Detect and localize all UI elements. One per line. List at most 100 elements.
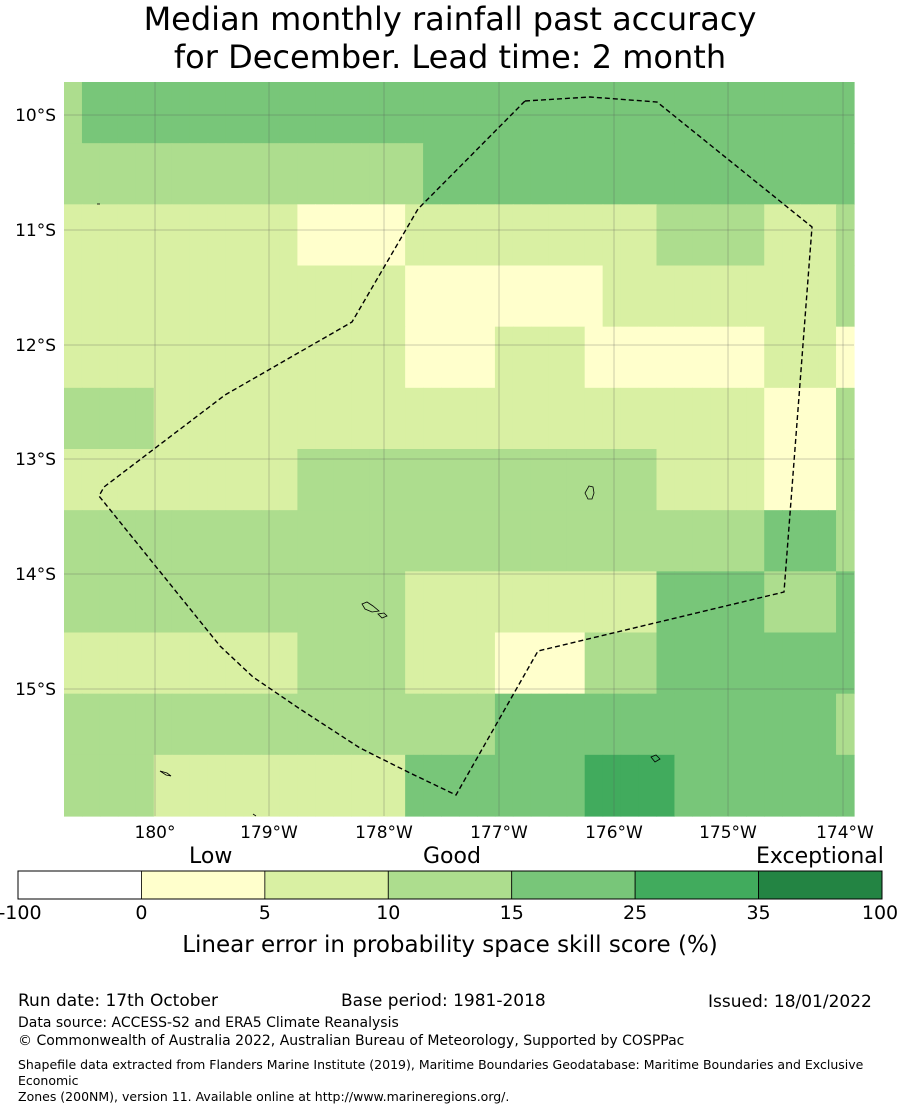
- grid-cell: [530, 204, 550, 267]
- grid-cell: [638, 571, 658, 634]
- grid-cell: [243, 571, 263, 634]
- grid-cell: [261, 449, 281, 511]
- grid-cell: [584, 510, 604, 572]
- grid-cell: [171, 82, 191, 144]
- grid-cell: [279, 265, 298, 328]
- grid-cell: [602, 754, 622, 817]
- grid-cell: [602, 449, 622, 511]
- grid-cell: [512, 387, 532, 450]
- grid-cell: [189, 510, 209, 572]
- grid-cell: [153, 449, 173, 511]
- grid-cell: [117, 204, 137, 267]
- grid-cell: [512, 632, 532, 695]
- grid-cell: [315, 449, 334, 511]
- grid-cell: [548, 265, 568, 328]
- grid-cell: [548, 326, 568, 389]
- grid-cell: [818, 693, 837, 756]
- grid-cell: [800, 449, 819, 511]
- grid-cell: [81, 754, 101, 817]
- grid-cell: [351, 204, 370, 267]
- grid-cell: [243, 265, 263, 328]
- grid-cell: [189, 82, 209, 144]
- grid-cell: [261, 143, 281, 205]
- grid-cell: [153, 387, 173, 450]
- grid-cell: [423, 326, 442, 389]
- grid-cell: [530, 82, 550, 144]
- grid-cell: [782, 143, 801, 205]
- grid-cell: [297, 265, 316, 328]
- grid-cell: [441, 449, 460, 511]
- grid-cell: [99, 204, 119, 267]
- lat-tick-label: 15°S: [15, 680, 56, 700]
- grid-cell: [494, 632, 514, 695]
- grid-cell: [243, 632, 263, 695]
- grid-cell: [728, 571, 747, 634]
- grid-cell: [782, 632, 801, 695]
- grid-cell: [333, 143, 352, 205]
- grid-cell: [405, 143, 424, 205]
- grid-cell: [728, 265, 747, 328]
- grid-cell: [746, 754, 765, 817]
- grid-cell: [710, 387, 729, 450]
- grid-cell: [369, 510, 388, 572]
- grid-cell: [189, 387, 209, 450]
- grid-cell: [656, 265, 676, 328]
- grid-cell: [225, 632, 245, 695]
- grid-cell: [423, 82, 442, 144]
- grid-cell: [818, 204, 837, 267]
- grid-cell: [315, 510, 334, 572]
- grid-cell: [728, 693, 747, 756]
- grid-cell: [99, 143, 119, 205]
- colorbar-exceptional-label: Exceptional: [756, 844, 884, 869]
- grid-cell: [369, 449, 388, 511]
- grid-cell: [620, 693, 640, 756]
- lon-tick-label: 174°W: [816, 823, 874, 843]
- grid-cell: [297, 143, 316, 205]
- grid-cell: [494, 510, 514, 572]
- grid-cell: [530, 510, 550, 572]
- grid-cell: [117, 571, 137, 634]
- grid-cell: [566, 449, 586, 511]
- grid-cell: [351, 754, 370, 817]
- grid-cell: [800, 204, 819, 267]
- grid-cell: [279, 693, 298, 756]
- lat-tick-label: 12°S: [15, 336, 56, 356]
- grid-cell: [692, 326, 711, 389]
- shapefile-credit-line-1: Shapefile data extracted from Flanders M…: [18, 1057, 864, 1088]
- grid-cell: [441, 571, 460, 634]
- grid-cell: [279, 754, 298, 817]
- grid-cell: [800, 510, 819, 572]
- grid-cell: [459, 693, 478, 756]
- grid-cell: [710, 326, 729, 389]
- title-line-2: for December. Lead time: 2 month: [173, 38, 727, 76]
- grid-cell: [81, 265, 101, 328]
- grid-cell: [351, 82, 370, 144]
- grid-cell: [64, 571, 83, 634]
- grid-cell: [494, 754, 514, 817]
- grid-cell: [530, 265, 550, 328]
- grid-cell: [620, 265, 640, 328]
- grid-cell: [405, 754, 424, 817]
- grid-cell: [135, 265, 155, 328]
- grid-cell: [674, 82, 693, 144]
- grid-cell: [333, 326, 352, 389]
- grid-cell: [64, 754, 83, 817]
- grid-cell: [225, 326, 245, 389]
- grid-cell: [153, 143, 173, 205]
- grid-cell: [638, 82, 658, 144]
- grid-cell: [476, 571, 496, 634]
- grid-cell: [692, 632, 711, 695]
- grid-cell: [135, 143, 155, 205]
- grid-cell: [476, 204, 496, 267]
- grid-cell: [423, 754, 442, 817]
- grid-cell: [566, 204, 586, 267]
- grid-cell: [351, 387, 370, 450]
- grid-cell: [441, 265, 460, 328]
- grid-cell: [584, 387, 604, 450]
- grid-cell: [423, 387, 442, 450]
- grid-cell: [746, 265, 765, 328]
- grid-cell: [459, 82, 478, 144]
- grid-cell: [818, 510, 837, 572]
- lat-tick-label: 11°S: [15, 221, 56, 241]
- grid-cell: [710, 143, 729, 205]
